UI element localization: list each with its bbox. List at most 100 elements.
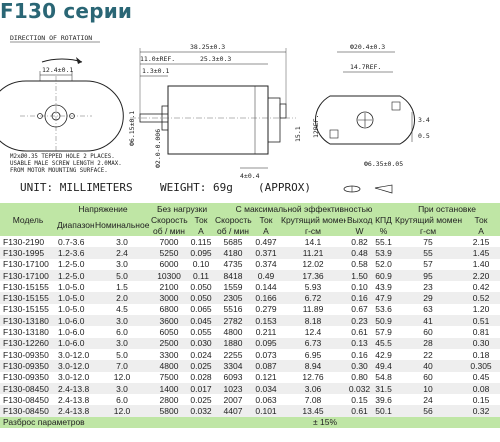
header-max-eff: С максимальной эффективностью xyxy=(214,203,395,214)
table-cell: F130-1995 xyxy=(0,247,56,259)
table-cell: 60 xyxy=(394,326,463,338)
unit-speed: об / мин xyxy=(150,225,189,236)
table-row: F130-17100 1.2-5.0 3.0 6000 0.10 4735 0.374 12.… xyxy=(0,258,500,270)
header-nominal: Номинальное xyxy=(94,214,151,236)
table-cell: 0.050 xyxy=(188,281,215,293)
table-cell: 0.374 xyxy=(252,258,281,270)
table-cell: 0.13 xyxy=(346,337,374,349)
table-cell: 2500 xyxy=(150,337,189,349)
terminal-tab-icon xyxy=(374,184,393,194)
table-cell: 4180 xyxy=(214,247,253,259)
table-cell: 2007 xyxy=(214,394,253,406)
unit-current: A xyxy=(188,225,215,236)
table-row: F130-1995 1.2-3.6 2.4 5250 0.095 4180 0.371 11.… xyxy=(0,247,500,259)
table-cell: 1.2-5.0 xyxy=(56,269,94,282)
table-cell: 2100 xyxy=(150,281,189,293)
dim-20-4: Ф20.4±0.3 xyxy=(350,43,385,51)
table-cell: 23 xyxy=(394,281,463,293)
table-cell: 0.028 xyxy=(188,371,215,383)
table-cell: 0.52 xyxy=(462,292,500,304)
table-cell: 0.063 xyxy=(252,394,281,406)
table-cell: 1.2-5.0 xyxy=(56,258,94,270)
table-cell: 6.0 xyxy=(94,394,151,406)
table-cell: F130-2190 xyxy=(0,236,56,248)
table-row: F130-17100 1.2-5.0 5.0 10300 0.11 8418 0.49 17.… xyxy=(0,269,500,282)
table-cell: 0.81 xyxy=(462,326,500,338)
end-view-left: 12.4±0.1 xyxy=(0,66,124,156)
table-cell: 0.211 xyxy=(252,326,281,338)
dim-1-3: 1.3±0.1 xyxy=(142,67,169,75)
table-cell: 0.15 xyxy=(346,394,374,406)
table-cell: 0.18 xyxy=(462,348,500,361)
side-view: 38.25±0.3 11.0±REF. 25.3±0.3 1.3±0.1 Ф6.… xyxy=(128,43,302,180)
table-cell: 0.30 xyxy=(462,337,500,349)
table-cell: 53.6 xyxy=(373,303,395,316)
table-cell: 0.51 xyxy=(462,315,500,327)
header-torque: Крутящий момент xyxy=(280,214,347,225)
table-cell: 4800 xyxy=(214,326,253,338)
table-cell: 3.0 xyxy=(94,315,151,327)
table-cell: F130-13180 xyxy=(0,315,56,327)
table-cell: F130-09350 xyxy=(0,348,56,361)
table-cell: 0.144 xyxy=(252,281,281,293)
table-cell: 4407 xyxy=(214,405,253,417)
dim-25-3: 25.3±0.3 xyxy=(200,55,231,63)
table-cell: 2800 xyxy=(150,394,189,406)
unit-stall-torque: г-см xyxy=(394,225,463,236)
table-cell: 1.0-6.0 xyxy=(56,326,94,338)
table-cell: F130-08450 xyxy=(0,405,56,417)
dim-6-35: Ф6.35±0.05 xyxy=(364,160,403,168)
table-cell: 12.0 xyxy=(94,405,151,417)
table-cell: 22 xyxy=(394,348,463,361)
header-speed2: Скорость xyxy=(214,214,253,225)
table-cell: 3.0-12.0 xyxy=(56,360,94,372)
approx-label: (APPROX) xyxy=(258,181,311,194)
table-cell: 0.45 xyxy=(462,371,500,383)
note-line-2: USABLE MALE SCREW LENGTH 2.0MAX. xyxy=(10,161,122,167)
dim-14-7: 14.7REF. xyxy=(350,63,381,71)
table-cell: 29 xyxy=(394,292,463,304)
table-cell: 41 xyxy=(394,315,463,327)
table-cell: 0.121 xyxy=(252,371,281,383)
table-cell: 0.42 xyxy=(462,281,500,293)
page-title: F130 серии xyxy=(0,0,133,23)
table-cell: 28 xyxy=(394,337,463,349)
table-cell: 0.101 xyxy=(252,405,281,417)
dim-6-15: Ф6.15±0.1 xyxy=(128,111,136,146)
table-cell: 10300 xyxy=(150,269,189,282)
table-cell: 10 xyxy=(394,382,463,395)
table-cell: 55.1 xyxy=(373,236,395,248)
table-cell: F130-09350 xyxy=(0,360,56,372)
terminal-icons xyxy=(343,184,393,194)
table-cell: 0.073 xyxy=(252,348,281,361)
table-cell: 3300 xyxy=(150,348,189,361)
rotation-arrow-icon xyxy=(41,58,83,63)
table-cell: 0.67 xyxy=(346,303,374,316)
table-cell: 5.0 xyxy=(94,348,151,361)
dim-11-0: 11.0±REF. xyxy=(140,55,175,63)
table-cell: F130-17100 xyxy=(0,258,56,270)
table-cell: 3.0 xyxy=(94,337,151,349)
table-cell: 11.21 xyxy=(280,247,347,259)
table-cell: 8.18 xyxy=(280,315,347,327)
table-cell: 0.032 xyxy=(346,382,374,395)
table-cell: 0.087 xyxy=(252,360,281,372)
table-row: F130-09350 3.0-12.0 12.0 7500 0.028 6093 0.121… xyxy=(0,371,500,383)
end-view-right: Ф20.4±0.3 14.7REF. Ф6.35±0.05 12REF. 3.4… xyxy=(312,43,430,168)
table-cell: 2782 xyxy=(214,315,253,327)
table-cell: 40 xyxy=(394,360,463,372)
table-cell: 56 xyxy=(394,405,463,417)
table-cell: 75 xyxy=(394,236,463,248)
table-cell: 0.024 xyxy=(188,348,215,361)
table-cell: 3.0-12.0 xyxy=(56,348,94,361)
table-cell: 5516 xyxy=(214,303,253,316)
table-row: F130-09350 3.0-12.0 5.0 3300 0.024 2255 0.073 6… xyxy=(0,348,500,361)
unit-torque: г-см xyxy=(280,225,347,236)
table-cell: 5250 xyxy=(150,247,189,259)
dim-4-0: 4±0.4 xyxy=(240,172,260,180)
table-cell: 0.30 xyxy=(346,360,374,372)
header-current2: Ток xyxy=(252,214,281,225)
table-cell: 5685 xyxy=(214,236,253,248)
table-cell: 39.6 xyxy=(373,394,395,406)
specs-table: Модель Напряжение Без нагрузки С максима… xyxy=(0,203,500,428)
